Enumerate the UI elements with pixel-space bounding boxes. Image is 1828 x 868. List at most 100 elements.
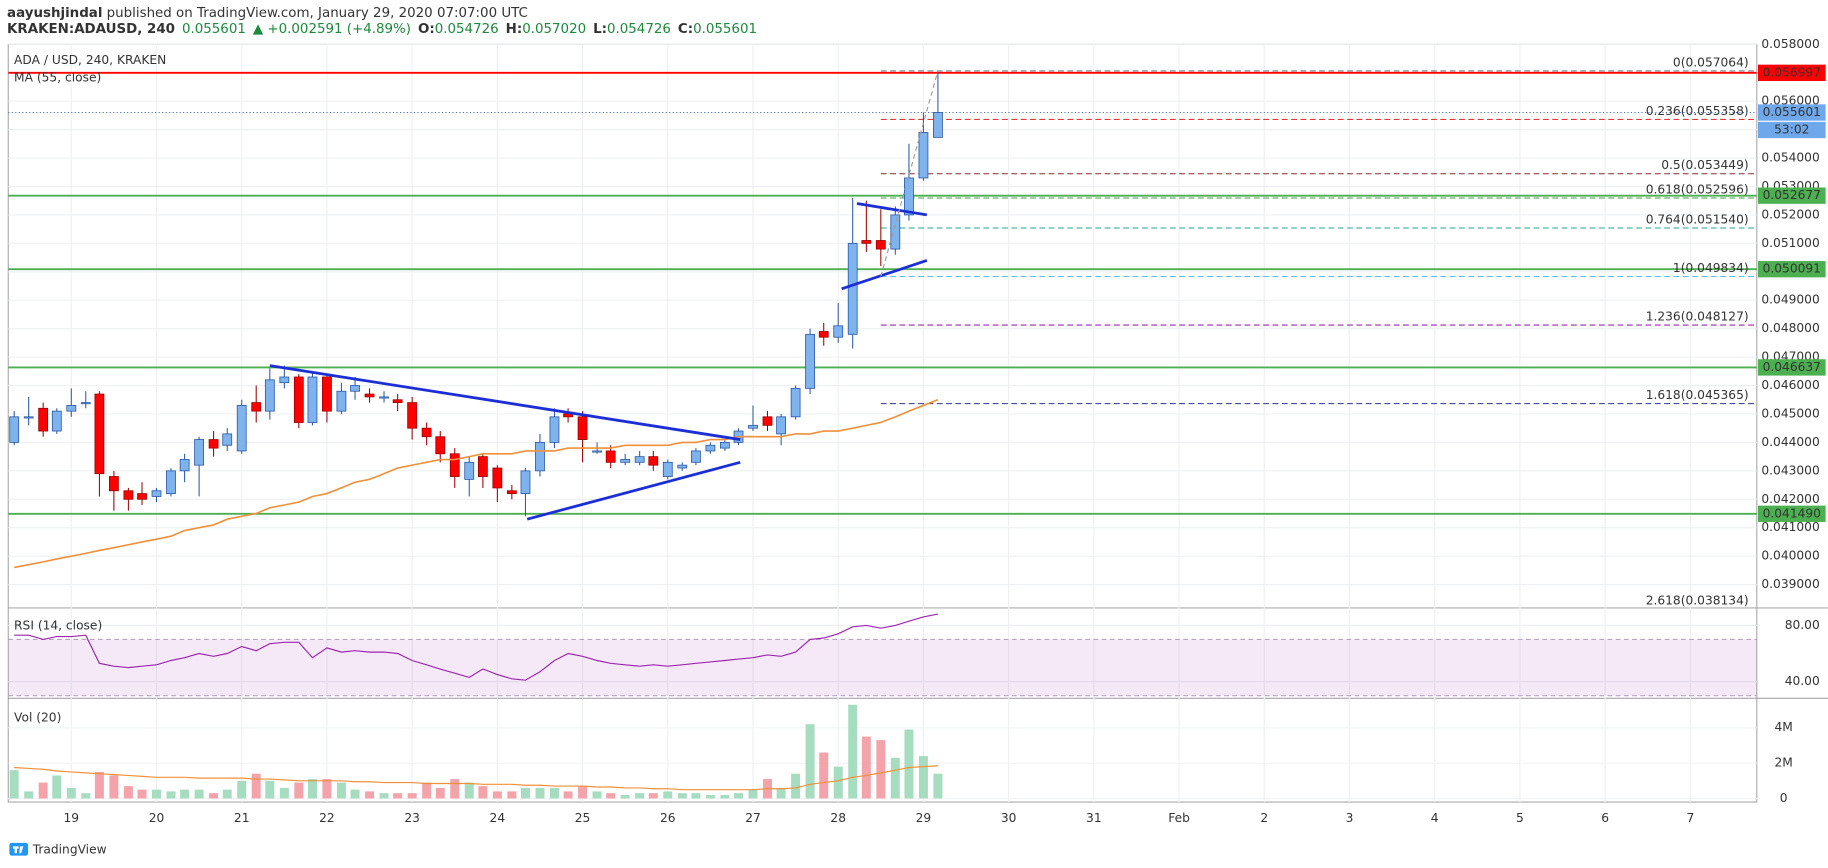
candle-body [918, 132, 929, 179]
volume-bar [507, 791, 517, 799]
volume-bar [365, 791, 375, 799]
x-tick-label: 20 [149, 811, 165, 825]
candle-body [94, 393, 105, 475]
volume-bar [492, 791, 502, 799]
volume-bar [38, 782, 48, 799]
price-tag-label: 0.050091 [1763, 262, 1821, 276]
volume-bar [435, 787, 445, 799]
ohlc-value: 0.055601 [693, 22, 757, 37]
volume-bar [705, 794, 715, 799]
candle-body [592, 450, 602, 453]
volume-bar [152, 789, 161, 799]
volume-bar [478, 786, 488, 799]
candle-body [236, 405, 247, 452]
symbol: KRAKEN:ADAUSD, 240 [7, 22, 175, 37]
volume-bar [776, 787, 786, 799]
candle-body [264, 379, 275, 412]
candle-body [648, 456, 659, 466]
candle-body [477, 456, 488, 477]
candle-body [421, 427, 432, 438]
ohlc-value: 0.054726 [607, 22, 671, 37]
x-tick-label: 27 [745, 811, 761, 825]
countdown-label: 53:02 [1774, 123, 1809, 137]
x-tick-label: 6 [1601, 811, 1609, 825]
countdown-tag [1757, 121, 1826, 139]
volume-bar [94, 771, 104, 799]
candle-body [818, 331, 829, 338]
candle-body [805, 333, 815, 389]
volume-tick-label: 4M [1774, 720, 1792, 734]
volume-bar [336, 782, 346, 799]
price-tag-label: 0.052677 [1763, 188, 1821, 202]
candle-body [279, 376, 290, 384]
volume-bar [734, 793, 744, 799]
y-tick-label: 0.052000 [1761, 207, 1819, 221]
price-tag-label: 0.041490 [1763, 506, 1821, 520]
candle-body [790, 387, 801, 418]
candle-body [535, 442, 545, 472]
candle-body [251, 402, 262, 412]
volume-bar [520, 787, 530, 799]
y-tick-label: 0.048000 [1761, 321, 1819, 335]
volume-bar [535, 787, 545, 799]
candle-body [51, 410, 62, 432]
candle-body [506, 490, 517, 495]
candle-body [762, 416, 773, 426]
candle-body [151, 490, 162, 497]
x-tick-label: 23 [404, 811, 420, 825]
footer-brand: TradingView [32, 842, 107, 856]
volume-bar [294, 782, 304, 799]
ohlc-value: 0.054726 [435, 22, 499, 37]
y-tick-label: 0.044000 [1761, 435, 1819, 449]
header-line-1: aayushjindal published on TradingView.co… [7, 6, 528, 21]
ma-legend: MA (55, close) [14, 71, 101, 85]
y-tick-label: 0.051000 [1761, 236, 1819, 250]
volume-bar [861, 736, 871, 799]
footer-logo [9, 842, 29, 856]
candle-body [833, 325, 844, 338]
x-tick-label: 24 [490, 811, 506, 825]
candle-body [492, 467, 503, 489]
candle-body [933, 112, 943, 138]
rsi-line [14, 613, 939, 681]
candle-body [66, 405, 77, 412]
candle-body [392, 399, 403, 404]
volume-legend: Vol (20) [14, 711, 61, 725]
candle-body [677, 464, 688, 469]
fib-label: 0.236(0.055358) [1646, 104, 1749, 118]
fib-label: 0(0.057064) [1673, 55, 1749, 69]
volume-bar [251, 773, 261, 799]
volume-bar [663, 791, 673, 799]
trend-line [269, 364, 741, 441]
candle-body [80, 402, 91, 405]
volume-bar [606, 793, 616, 799]
ohlc-value: 0.057020 [522, 22, 586, 37]
chart-title: ADA / USD, 240, KRAKEN [14, 53, 166, 67]
candle-body [620, 459, 631, 463]
rsi-tick-label: 80.00 [1785, 618, 1820, 632]
candle-body [166, 470, 176, 495]
candle-body [38, 407, 49, 432]
x-tick-label: 25 [575, 811, 591, 825]
volume-bar [890, 757, 900, 799]
volume-bar [209, 793, 219, 799]
volume-bar [918, 756, 928, 799]
price-tag-label: 0.056997 [1763, 65, 1821, 79]
price-tag-label: 0.046637 [1763, 360, 1821, 374]
fib-label: 1(0.049834) [1673, 261, 1749, 275]
x-tick-label: 28 [830, 811, 846, 825]
x-tick-label: 5 [1516, 811, 1524, 825]
volume-bar [265, 780, 275, 799]
fib-label: 0.618(0.052596) [1646, 182, 1749, 196]
candle-body [662, 461, 673, 477]
y-tick-label: 0.056000 [1761, 94, 1819, 108]
candle-body [705, 444, 716, 452]
volume-bar [635, 793, 645, 799]
candle-body [605, 450, 616, 463]
volume-bar [833, 766, 843, 799]
volume-bar [24, 791, 34, 799]
volume-bar [933, 773, 943, 799]
candle-body [307, 376, 318, 423]
price-tag [1757, 187, 1826, 204]
candle-body [549, 416, 560, 443]
